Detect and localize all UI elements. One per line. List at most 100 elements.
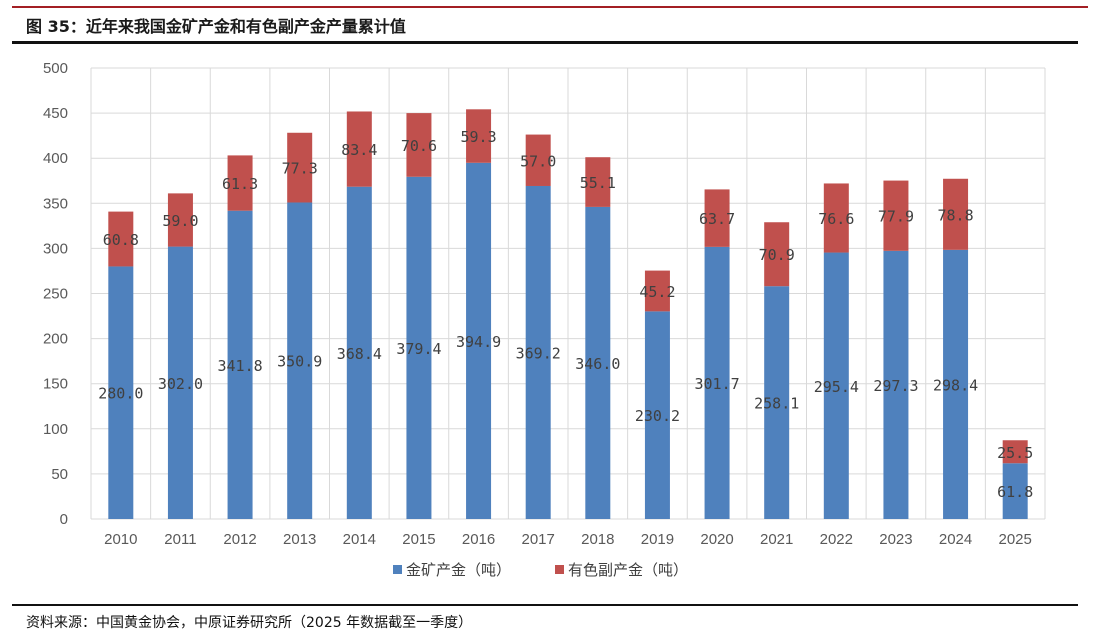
x-tick-label: 2017	[522, 531, 555, 548]
data-label-byproduct: 63.7	[699, 210, 735, 228]
x-axis-ticks: 2010 2011 2012 2013 2014 2015 2016 2017 2018 2019…	[104, 531, 1032, 548]
top-rule	[12, 6, 1088, 8]
y-tick-label: 350	[43, 195, 68, 212]
y-tick-label: 250	[43, 286, 68, 303]
bar-gold-mine	[764, 286, 790, 519]
y-tick-label: 200	[43, 331, 68, 348]
data-label-byproduct: 70.9	[759, 246, 795, 264]
bar-byproduct	[823, 183, 849, 253]
data-label-gold-mine: 297.3	[873, 377, 918, 395]
legend-swatch-gold-mine	[393, 565, 402, 574]
legend: 金矿产金（吨） 有色副产金（吨）	[393, 561, 688, 579]
legend-swatch-byproduct	[555, 565, 564, 574]
bar-byproduct	[287, 132, 313, 203]
bar-gold-mine	[406, 176, 432, 520]
data-label-gold-mine: 394.9	[456, 333, 501, 351]
x-tick-label: 2015	[402, 531, 435, 548]
bar-byproduct	[644, 270, 670, 312]
x-tick-label: 2023	[879, 531, 912, 548]
data-label-gold-mine: 350.9	[277, 353, 322, 371]
data-label-gold-mine: 368.4	[337, 345, 382, 363]
bar-byproduct	[883, 180, 909, 251]
y-tick-label: 300	[43, 240, 68, 257]
stacked-bar-chart: 0 50 100 150 200 250 300 350 400 450 500 280.0 60.8…	[43, 60, 1046, 579]
data-label-byproduct: 76.6	[818, 210, 854, 228]
bar-gold-mine	[823, 252, 849, 519]
data-label-gold-mine: 258.1	[754, 395, 799, 413]
bar-byproduct	[167, 193, 193, 247]
title-rule	[12, 41, 1078, 44]
y-tick-label: 50	[51, 466, 68, 483]
data-label-gold-mine: 61.8	[997, 483, 1033, 501]
data-label-byproduct: 70.6	[401, 137, 437, 155]
source-note: 资料来源：中国黄金协会，中原证券研究所（2025 年数据截至一季度）	[26, 615, 473, 631]
x-tick-label: 2016	[462, 531, 495, 548]
y-axis-ticks: 0 50 100 150 200 250 300 350 400 450 500	[43, 60, 68, 528]
data-label-gold-mine: 379.4	[396, 340, 441, 358]
data-label-byproduct: 59.3	[461, 128, 497, 146]
bar-byproduct	[525, 134, 551, 186]
bar-gold-mine	[1002, 463, 1028, 519]
x-tick-label: 2014	[343, 531, 376, 548]
bar-byproduct	[346, 111, 372, 187]
x-tick-label: 2021	[760, 531, 793, 548]
data-label-byproduct: 25.5	[997, 444, 1033, 462]
figure-title: 图 35：近年来我国金矿产金和有色副产金产量累计值	[26, 17, 406, 36]
y-tick-label: 450	[43, 105, 68, 122]
x-tick-label: 2018	[581, 531, 614, 548]
data-label-byproduct: 77.9	[878, 208, 914, 226]
data-label-gold-mine: 295.4	[814, 378, 859, 396]
data-label-byproduct: 77.3	[282, 160, 318, 178]
bar-byproduct	[108, 211, 134, 267]
bar-gold-mine	[287, 202, 313, 519]
x-tick-label: 2011	[164, 531, 196, 548]
data-label-gold-mine: 302.0	[158, 375, 203, 393]
bar-byproduct	[704, 189, 730, 247]
bar-byproduct	[585, 157, 611, 207]
data-label-gold-mine: 298.4	[933, 376, 978, 394]
x-tick-label: 2013	[283, 531, 316, 548]
bar-gold-mine	[585, 206, 611, 519]
y-tick-label: 500	[43, 60, 68, 77]
data-label-byproduct: 55.1	[580, 174, 616, 192]
y-tick-label: 400	[43, 150, 68, 167]
data-label-gold-mine: 301.7	[694, 375, 739, 393]
x-tick-label: 2025	[999, 531, 1032, 548]
x-tick-label: 2010	[104, 531, 137, 548]
bar-gold-mine	[466, 162, 492, 519]
bar-byproduct	[943, 178, 969, 250]
x-tick-label: 2024	[939, 531, 972, 548]
data-label-byproduct: 78.8	[938, 206, 974, 224]
data-label-gold-mine: 369.2	[516, 344, 561, 362]
bottom-rule	[12, 604, 1078, 606]
data-label-byproduct: 59.0	[162, 212, 198, 230]
data-label-gold-mine: 280.0	[98, 385, 143, 403]
data-label-byproduct: 57.0	[520, 152, 556, 170]
bar-gold-mine	[883, 250, 909, 520]
data-label-byproduct: 45.2	[639, 283, 675, 301]
bar-byproduct	[1002, 440, 1028, 464]
bar-gold-mine	[704, 246, 730, 520]
bar-gold-mine	[227, 210, 253, 519]
legend-label-byproduct: 有色副产金（吨）	[568, 561, 688, 579]
bar-byproduct	[466, 109, 492, 163]
bar-gold-mine	[108, 266, 134, 519]
bar-gold-mine	[525, 185, 551, 519]
x-tick-label: 2020	[700, 531, 733, 548]
bar-byproduct	[406, 113, 432, 177]
bar-gold-mine	[644, 311, 670, 519]
x-tick-label: 2012	[223, 531, 256, 548]
bar-byproduct	[764, 222, 790, 287]
data-label-byproduct: 83.4	[341, 141, 377, 159]
y-tick-label: 100	[43, 421, 68, 438]
data-label-gold-mine: 230.2	[635, 407, 680, 425]
data-label-byproduct: 61.3	[222, 175, 258, 193]
x-tick-label: 2022	[820, 531, 853, 548]
data-labels: 280.0 60.8 302.0 59.0 341.8 61.3 350.9 77.3 368.…	[98, 128, 1033, 501]
y-tick-label: 0	[60, 511, 68, 528]
bar-byproduct	[227, 155, 253, 211]
legend-label-gold-mine: 金矿产金（吨）	[406, 561, 511, 579]
bar-gold-mine	[943, 249, 969, 519]
bars	[108, 109, 1028, 520]
data-label-byproduct: 60.8	[103, 231, 139, 249]
